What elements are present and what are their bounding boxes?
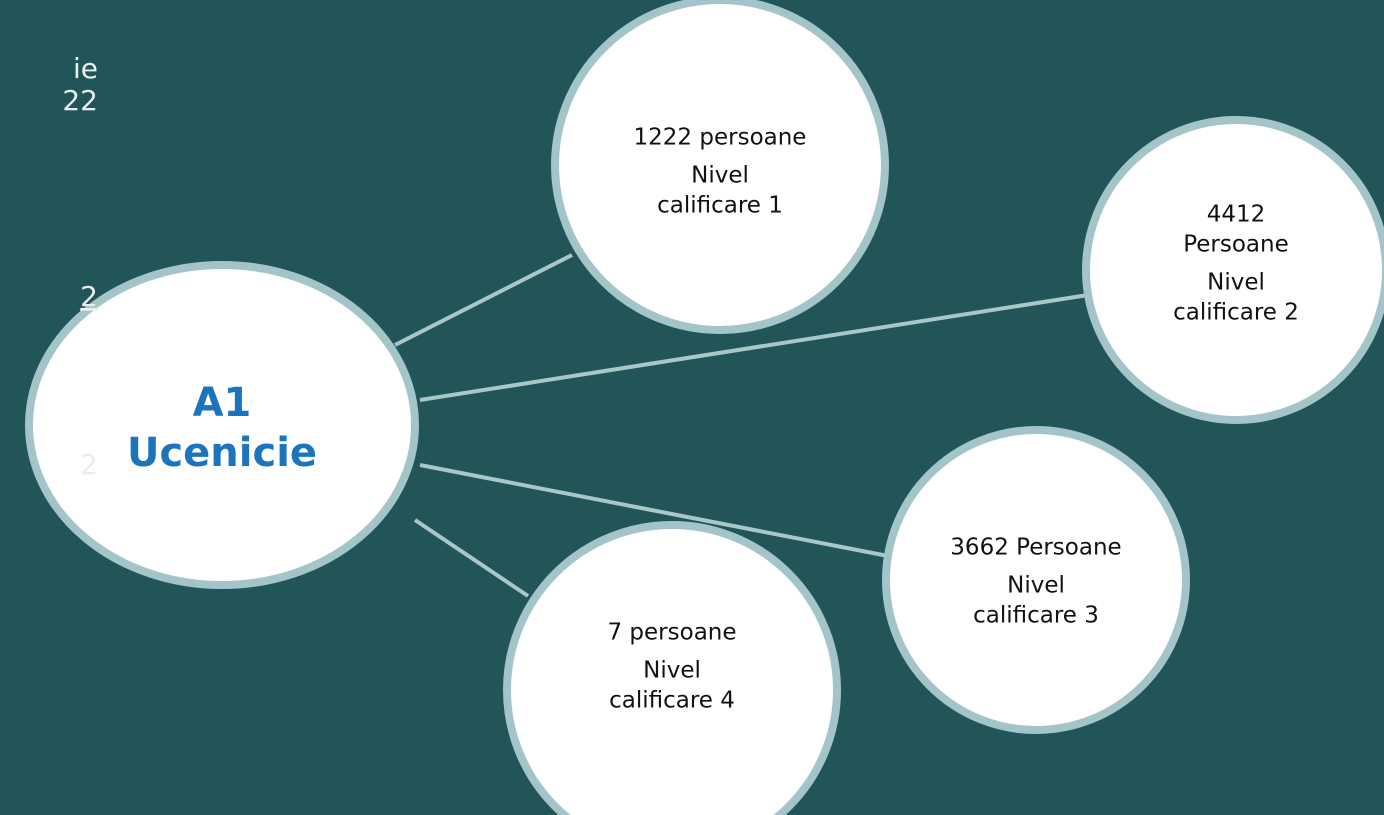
- node-label: calificare 4: [609, 688, 735, 714]
- node-label: calificare 3: [973, 603, 1099, 629]
- cropped-text: ie: [73, 52, 98, 85]
- node-circle: [882, 426, 1190, 734]
- node-label: 3662 Persoane: [950, 535, 1121, 561]
- cropped-text: 2: [80, 448, 98, 481]
- node-circle: [503, 521, 841, 815]
- node-circle: [551, 0, 889, 334]
- node-label: calificare 1: [657, 193, 783, 219]
- node-label: Nivel: [691, 163, 749, 189]
- node-label: Nivel: [1007, 573, 1065, 599]
- connector: [419, 293, 1089, 402]
- node-label: 7 persoane: [607, 620, 736, 646]
- circles: [25, 0, 1384, 815]
- connectors: [394, 253, 1089, 598]
- center-circle: [25, 261, 419, 589]
- connector: [394, 253, 573, 347]
- connector: [413, 518, 530, 598]
- center-label: A1: [193, 380, 252, 426]
- node-label: 4412: [1207, 202, 1266, 228]
- node-label: 1222 persoane: [634, 125, 807, 151]
- cropped-text: 2: [80, 280, 98, 313]
- node-label: Nivel: [643, 658, 701, 684]
- node-label: Nivel: [1207, 270, 1265, 296]
- node-circle: [1082, 116, 1384, 424]
- connector: [419, 463, 889, 558]
- center-label: Ucenicie: [127, 430, 317, 476]
- node-label: calificare 2: [1173, 300, 1299, 326]
- node-label: Persoane: [1183, 232, 1289, 258]
- cropped-text: 22: [62, 84, 98, 117]
